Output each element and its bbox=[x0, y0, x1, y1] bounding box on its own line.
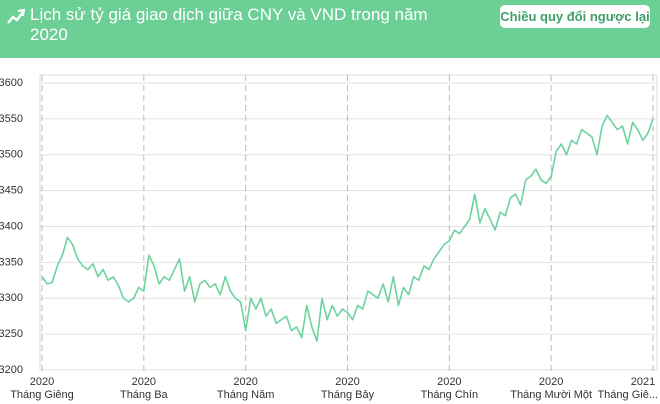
x-tick-label: Tháng Giêng bbox=[10, 389, 74, 401]
x-tick-year: 2020 bbox=[539, 376, 563, 388]
swap-button[interactable]: Chiều quy đổi ngược lại bbox=[500, 5, 650, 28]
x-tick-year: 2020 bbox=[132, 376, 156, 388]
chart-icon bbox=[7, 8, 25, 24]
header: Lịch sử tỷ giá giao dịch giữa CNY và VND… bbox=[0, 0, 660, 58]
x-tick-year: 2020 bbox=[437, 376, 461, 388]
x-tick-year: 2020 bbox=[335, 376, 359, 388]
y-tick-label: 3250 bbox=[0, 328, 23, 340]
y-tick-label: 3450 bbox=[0, 185, 23, 197]
y-tick-label: 3300 bbox=[0, 292, 23, 304]
y-tick-label: 3550 bbox=[0, 113, 23, 125]
x-tick-label: Tháng Ba bbox=[120, 389, 169, 401]
chart-title: Lịch sử tỷ giá giao dịch giữa CNY và VND… bbox=[30, 5, 428, 44]
y-tick-label: 3200 bbox=[0, 364, 23, 376]
x-tick-label: Tháng Giê... bbox=[597, 389, 658, 401]
x-tick-label: Tháng Năm bbox=[217, 389, 274, 401]
x-tick-year: 2020 bbox=[233, 376, 257, 388]
x-tick-label: Tháng Chín bbox=[421, 389, 478, 401]
line bbox=[41, 114, 654, 343]
x-tick-year: 2021 bbox=[631, 376, 655, 388]
y-tick-label: 3500 bbox=[0, 149, 23, 161]
y-tick-label: 3600 bbox=[0, 77, 23, 89]
y-tick-label: 3400 bbox=[0, 220, 23, 232]
y-tick-label: 3350 bbox=[0, 256, 23, 268]
x-tick-label: Tháng Bảy bbox=[321, 389, 375, 401]
x-tick-label: Tháng Mười Một bbox=[510, 389, 592, 401]
x-tick-year: 2020 bbox=[30, 376, 54, 388]
